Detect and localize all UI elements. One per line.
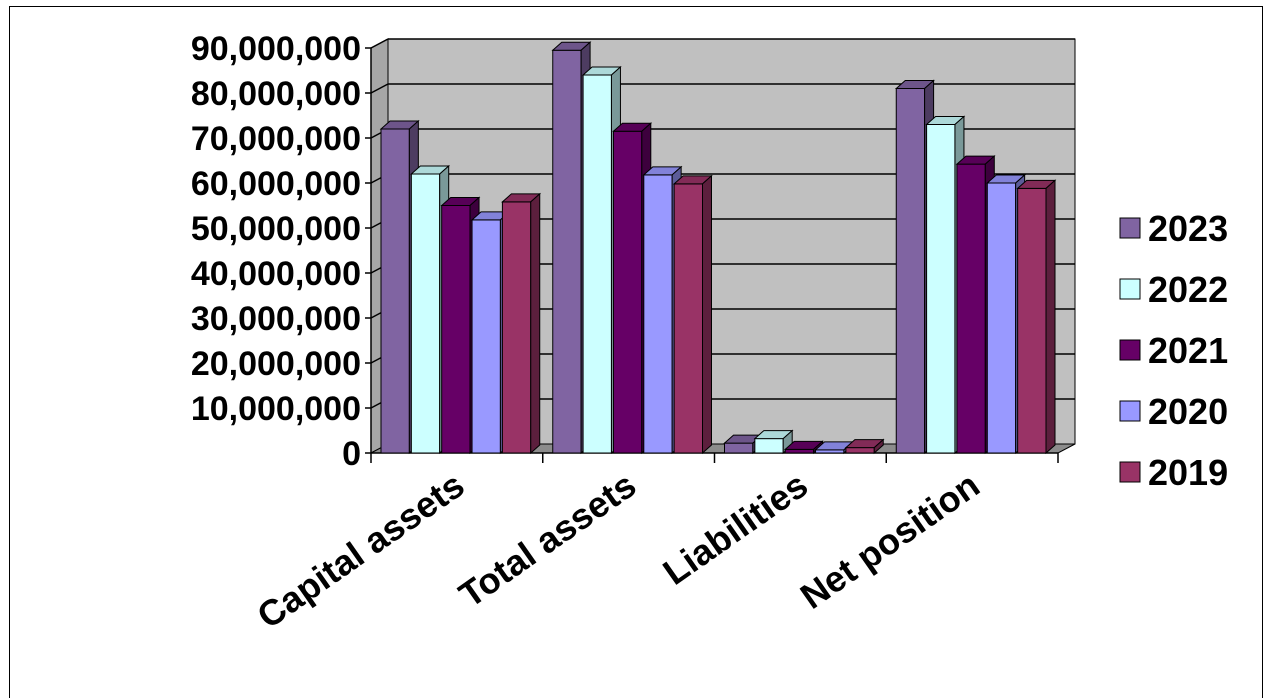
bar-net-position-2023 xyxy=(895,88,926,454)
legend-swatch-2022 xyxy=(1119,278,1141,300)
legend-label-2019: 2019 xyxy=(1148,452,1228,493)
y-tick-label: 50,000,000 xyxy=(191,210,361,248)
x-tick-label-net-position: Net position xyxy=(793,464,987,617)
y-tick-label: 0 xyxy=(342,435,361,473)
x-tick-label-capital-assets: Capital assets xyxy=(250,464,472,636)
bar-liabilities-2022 xyxy=(754,438,784,454)
bar-total-assets-2023 xyxy=(552,49,582,454)
bar-capital-assets-2019 xyxy=(501,201,532,454)
bar-capital-assets-2019-side xyxy=(530,192,541,455)
y-tick-label: 10,000,000 xyxy=(191,390,361,428)
bar-capital-assets-2020 xyxy=(471,219,501,454)
y-tick-label: 70,000,000 xyxy=(191,120,361,158)
y-tick-label: 80,000,000 xyxy=(191,75,361,113)
legend-swatch-2019 xyxy=(1119,461,1141,483)
x-tick-label-liabilities: Liabilities xyxy=(655,464,815,593)
bar-net-position-2019 xyxy=(1017,187,1047,454)
gridline-side xyxy=(370,38,389,49)
bar-capital-assets-2021 xyxy=(441,205,471,454)
bar-total-assets-2019-side xyxy=(702,174,712,455)
y-tick-label: 60,000,000 xyxy=(191,165,361,203)
bar-capital-assets-2023 xyxy=(380,128,410,454)
bar-net-position-2019-side xyxy=(1045,179,1056,455)
bar-total-assets-2022 xyxy=(582,74,612,454)
bar-total-assets-2019 xyxy=(673,183,704,454)
bar-liabilities-2021 xyxy=(784,448,815,454)
bar-net-position-2021 xyxy=(956,163,986,454)
legend-swatch-2023 xyxy=(1119,217,1141,239)
bar-net-position-2022 xyxy=(926,124,956,454)
bar-liabilities-2019-side xyxy=(873,438,884,455)
legend-swatch-2020 xyxy=(1119,400,1141,422)
gridline-side xyxy=(370,83,389,94)
bar-liabilities-2019 xyxy=(845,447,875,454)
x-tick-label-total-assets: Total assets xyxy=(451,464,643,615)
bar-liabilities-2023 xyxy=(724,442,754,454)
bar-total-assets-2020 xyxy=(643,174,673,454)
y-tick-label: 90,000,000 xyxy=(191,30,361,68)
y-tick-label: 30,000,000 xyxy=(191,300,361,338)
bar-net-position-2020 xyxy=(986,182,1017,454)
bar-capital-assets-2022 xyxy=(410,173,441,454)
legend-label-2022: 2022 xyxy=(1148,269,1228,310)
legend-label-2023: 2023 xyxy=(1148,208,1228,249)
legend-swatch-2021 xyxy=(1119,339,1141,361)
bar-total-assets-2021 xyxy=(612,130,643,454)
y-tick-label: 40,000,000 xyxy=(191,255,361,293)
y-tick-label: 20,000,000 xyxy=(191,345,361,383)
legend-label-2021: 2021 xyxy=(1148,330,1228,371)
legend-label-2020: 2020 xyxy=(1148,391,1228,432)
